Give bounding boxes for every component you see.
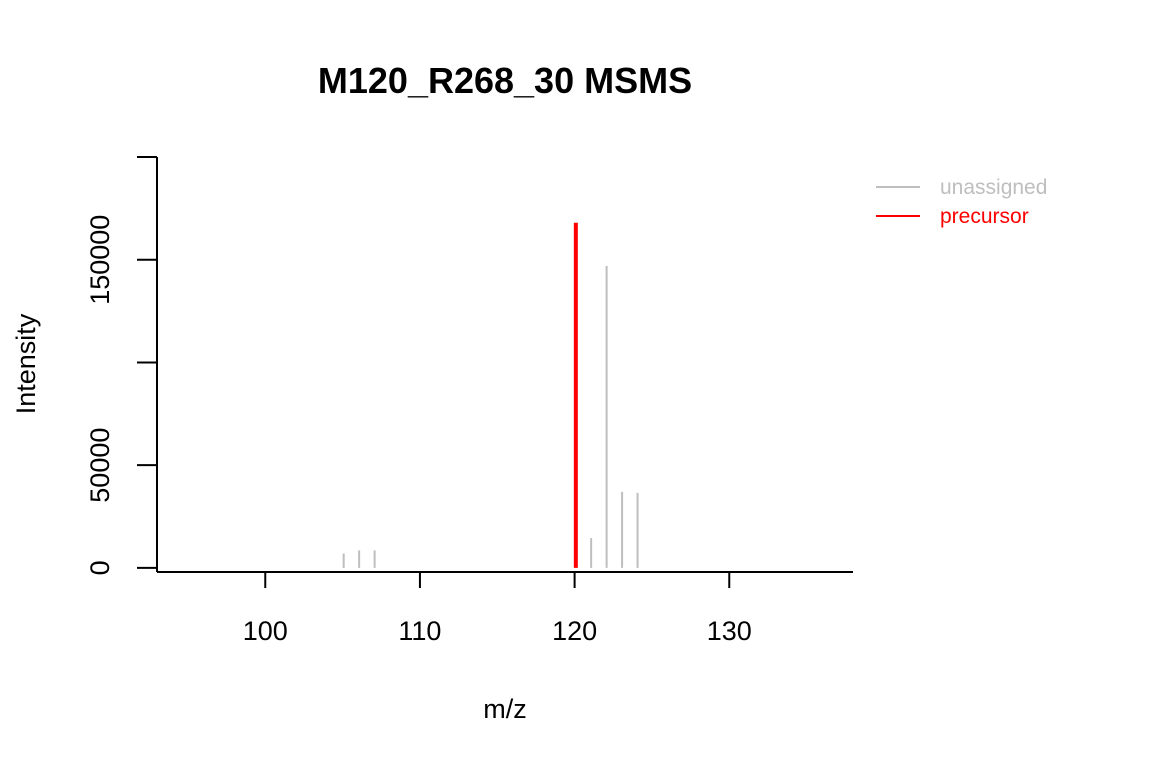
x-axis-label: m/z <box>483 694 527 724</box>
x-tick-label: 120 <box>552 616 597 646</box>
y-tick-label: 150000 <box>85 215 115 305</box>
x-tick-label: 130 <box>707 616 752 646</box>
y-tick-label: 0 <box>85 560 115 575</box>
y-axis-ticks: 0 50000 150000 <box>85 156 157 575</box>
x-tick-label: 100 <box>243 616 288 646</box>
legend-label-unassigned: unassigned <box>940 176 1047 199</box>
y-axis-label: Intensity <box>11 313 41 414</box>
legend: unassigned precursor <box>876 176 1047 228</box>
x-axis-ticks: 100 110 120 130 <box>243 572 752 646</box>
y-tick-label: 50000 <box>85 428 115 503</box>
legend-label-precursor: precursor <box>940 205 1029 228</box>
chart-title: M120_R268_30 MSMS <box>318 60 692 101</box>
spectrum-sticks <box>342 222 639 568</box>
x-tick-label: 110 <box>398 616 441 646</box>
plot-area <box>156 157 853 573</box>
